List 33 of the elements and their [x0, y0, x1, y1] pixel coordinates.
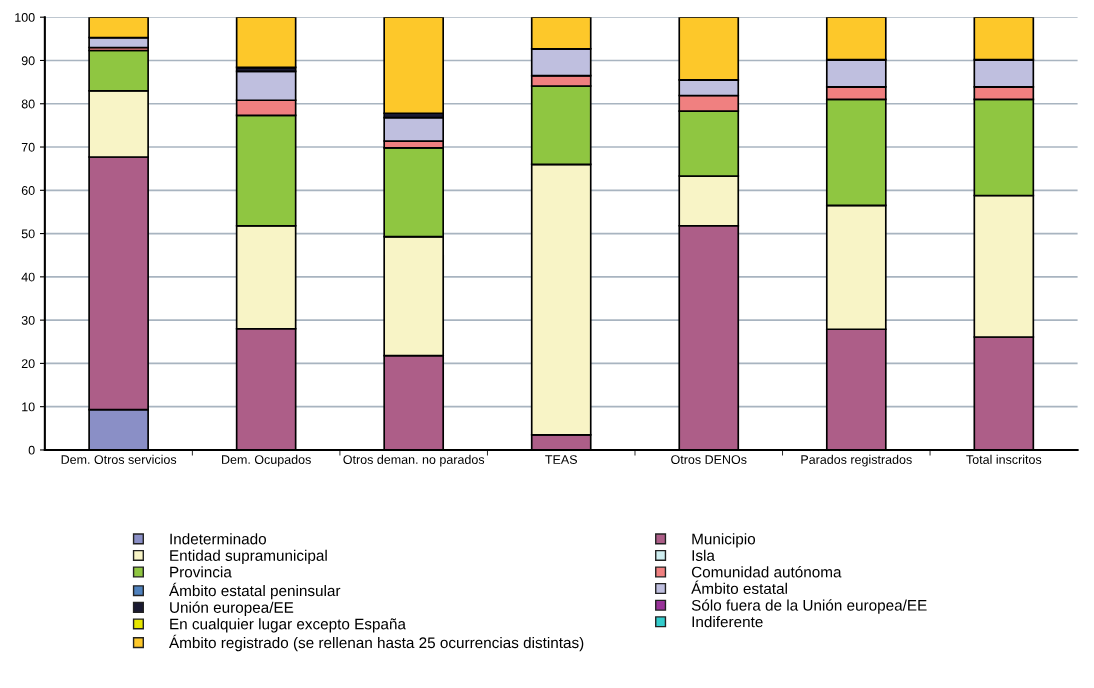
y-tick-label: 0 — [28, 445, 35, 455]
legend-label: Municipio — [692, 533, 756, 548]
y-tick-label: 80 — [21, 99, 35, 109]
y-tick-label: 90 — [21, 56, 35, 66]
y-tick-label: 20 — [21, 359, 35, 369]
legend-label: Ámbito registrado (se rellenan hasta 25 ocurrencias distintas) — [169, 634, 584, 652]
legend-label: Indiferente — [692, 616, 763, 628]
y-tick-label: 70 — [21, 142, 35, 152]
y-tick-label: 100 — [15, 13, 35, 22]
legend-label: Ámbito estatal peninsular — [169, 582, 341, 600]
legend-label: Provincia — [170, 566, 232, 578]
legend-label: En cualquier lugar excepto España — [170, 618, 406, 633]
bar — [383, 17, 445, 115]
legend-label: Ámbito estatal — [691, 580, 787, 595]
y-tick-label: 50 — [21, 229, 35, 239]
x-tick-label: Otros DENOs — [671, 455, 747, 464]
y-tick-label: 10 — [22, 402, 35, 412]
y-tick-label: 60 — [21, 186, 35, 195]
bar — [235, 17, 297, 69]
x-tick-label: Dem. Otros servicios — [61, 454, 177, 464]
x-tick-label: Total inscritos — [966, 454, 1042, 464]
legend-label: Indeterminado — [170, 533, 267, 545]
legend-label: Comunidad autónoma — [691, 566, 842, 578]
y-tick-label: 30 — [21, 315, 35, 325]
legend-label: Entidad supramunicipal — [170, 549, 327, 564]
x-tick-label: Otros deman. no parados — [343, 454, 485, 467]
x-tick-label: TEAS — [545, 455, 577, 464]
x-tick-label: Dem. Ocupados — [222, 454, 311, 467]
legend-label: Isla — [692, 549, 715, 561]
y-tick-label: 40 — [21, 272, 35, 282]
legend-label: Unión europea/EE — [170, 601, 294, 616]
x-tick-label: Parados registrados — [801, 454, 912, 467]
legend-label: Sólo fuera de la Unión europea/EE — [691, 599, 927, 614]
